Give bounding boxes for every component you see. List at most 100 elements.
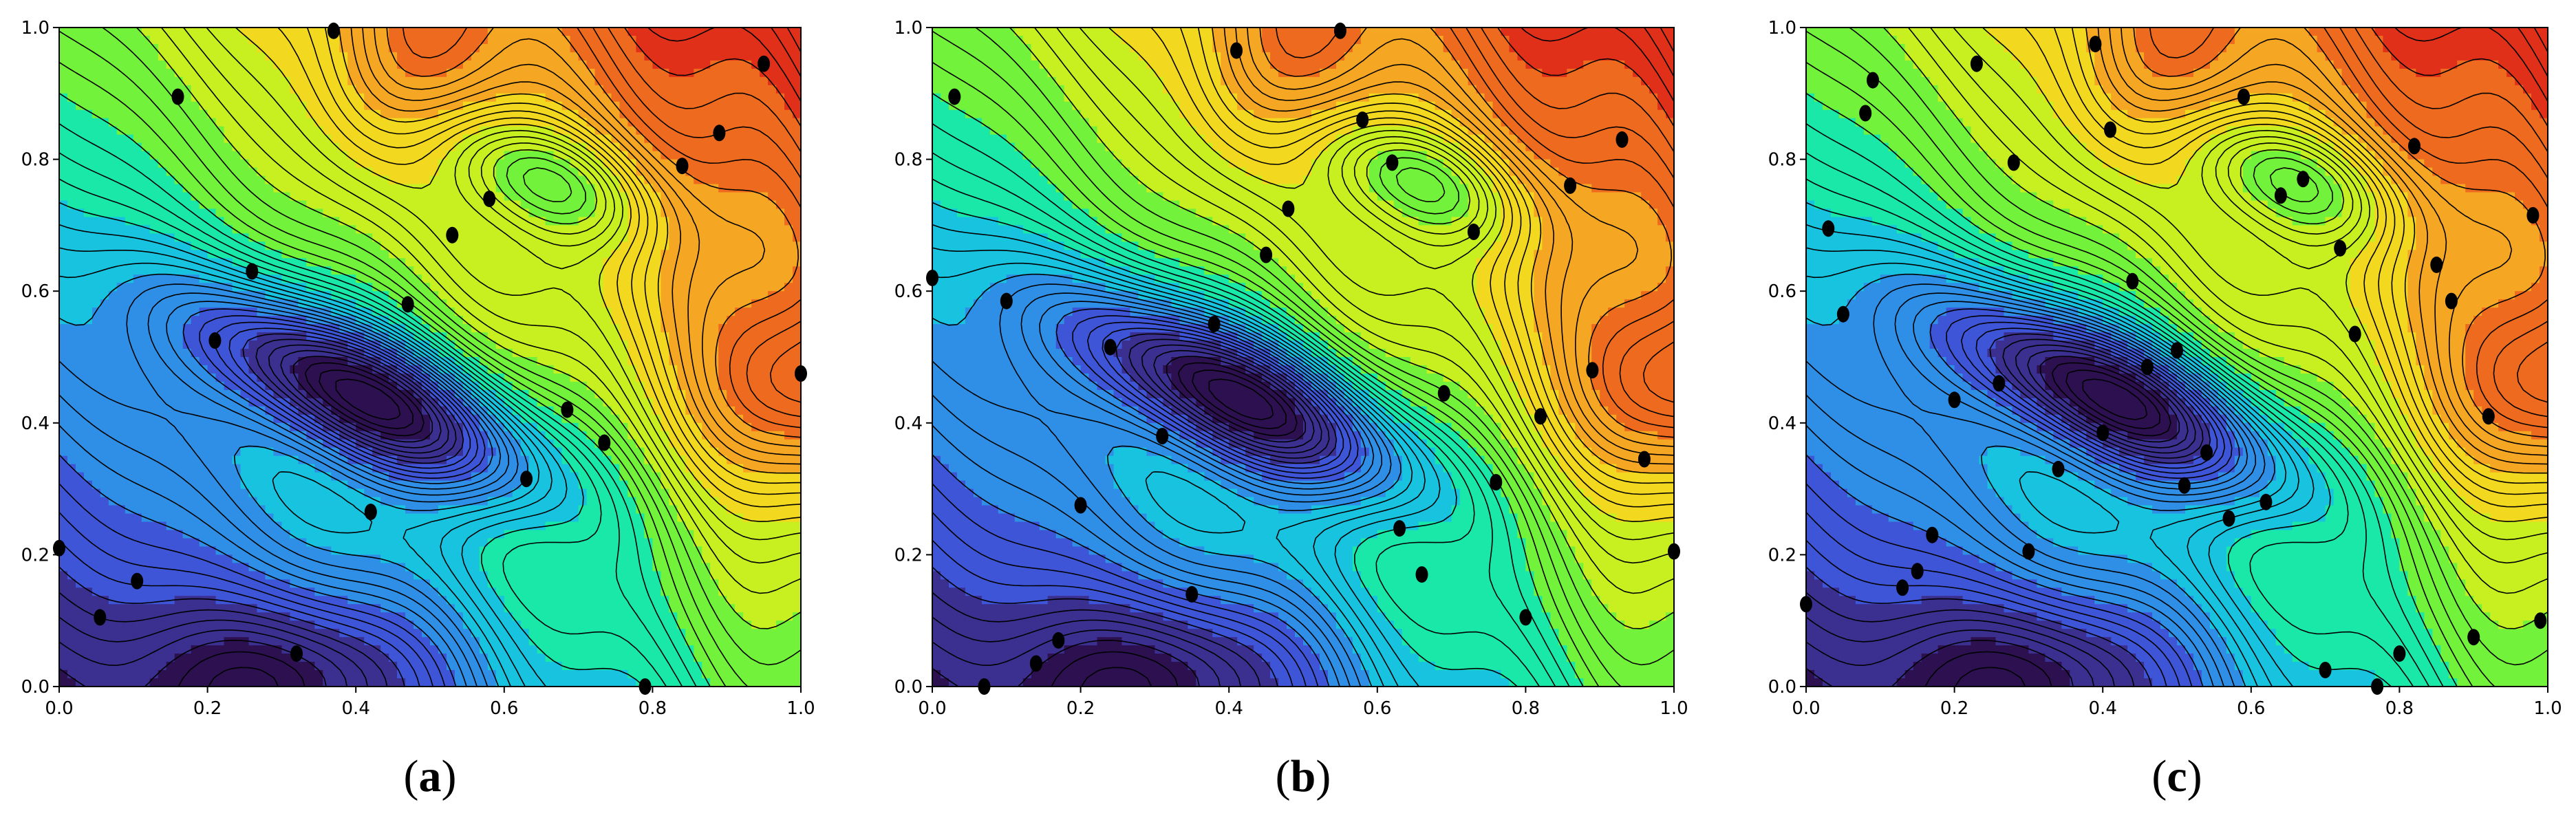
contour-band-cell [760, 373, 769, 382]
contour-band-cell [594, 250, 604, 259]
contour-band-cell [644, 35, 653, 45]
contour-band-cell [768, 118, 777, 127]
contour-band-cell [430, 142, 439, 152]
contour-band-cell [116, 266, 126, 275]
contour-band-cell [125, 241, 134, 250]
contour-band-cell [158, 233, 167, 242]
contour-band-cell [166, 175, 175, 185]
contour-band-cell [793, 142, 801, 152]
contour-band-cell [149, 76, 159, 86]
contour-band-cell [776, 52, 785, 61]
contour-band-cell [191, 217, 200, 226]
contour-band-cell [586, 332, 596, 341]
contour-band-cell [141, 381, 151, 391]
contour-band-cell [537, 28, 546, 36]
contour-band-cell [149, 159, 159, 169]
contour-band-cell [438, 200, 447, 210]
contour-band-cell [67, 291, 76, 300]
contour-band-cell [108, 447, 118, 457]
contour-band-cell [166, 414, 175, 424]
contour-band-cell [306, 192, 315, 202]
contour-band-cell [133, 414, 142, 424]
contour-band-cell [191, 349, 200, 358]
contour-band-cell [619, 159, 629, 169]
contour-band-cell [776, 266, 785, 275]
contour-band-cell [372, 60, 381, 69]
contour-band-cell [232, 159, 242, 169]
contour-band-cell [586, 439, 596, 449]
contour-band-cell [685, 93, 694, 102]
contour-band-cell [273, 241, 282, 250]
contour-band-cell [636, 175, 645, 185]
contour-band-cell [644, 225, 653, 234]
contour-band-cell [405, 225, 414, 234]
contour-band-cell [248, 455, 258, 465]
contour-band-cell [702, 126, 711, 136]
contour-band-cell [768, 85, 777, 94]
contour-band-cell [174, 159, 184, 169]
contour-band-cell [586, 357, 596, 366]
contour-band-cell [290, 151, 299, 160]
contour-band-cell [652, 274, 661, 283]
contour-band-cell [75, 349, 85, 358]
contour-band-cell [570, 283, 579, 292]
contour-band-cell [347, 233, 356, 242]
contour-band-cell [405, 85, 414, 94]
contour-band-cell [504, 341, 513, 349]
contour-band-cell [677, 85, 686, 94]
contour-band-cell [182, 35, 192, 45]
contour-band-cell [298, 134, 307, 144]
contour-band-cell [644, 93, 653, 102]
contour-band-cell [694, 192, 702, 202]
contour-band-cell [594, 225, 604, 234]
contour-band-cell [760, 299, 769, 308]
contour-band-cell [323, 217, 332, 226]
contour-band-cell [479, 52, 489, 61]
contour-band-cell [702, 192, 711, 202]
contour-band-cell [727, 200, 736, 210]
contour-band-cell [603, 43, 612, 53]
contour-band-cell [100, 118, 109, 127]
contour-band-cell [59, 447, 68, 457]
contour-band-cell [784, 225, 793, 234]
contour-band-cell [487, 241, 497, 250]
contour-band-cell [446, 266, 455, 275]
contour-band-cell [751, 85, 760, 94]
contour-band-cell [471, 225, 480, 234]
contour-band-cell [166, 200, 175, 210]
contour-band-cell [116, 422, 126, 432]
contour-band-cell [174, 250, 184, 259]
contour-band-cell [347, 175, 356, 185]
contour-band-cell [331, 76, 340, 86]
contour-band-cell [694, 455, 702, 465]
contour-band-cell [685, 233, 694, 242]
contour-band-cell [743, 439, 752, 449]
contour-band-cell [133, 118, 142, 127]
contour-band-cell [281, 101, 290, 111]
contour-band-cell [487, 43, 497, 53]
contour-band-cell [570, 217, 579, 226]
contour-band-cell [290, 480, 299, 490]
contour-band-cell [512, 233, 522, 242]
contour-band-cell [528, 308, 538, 316]
contour-band-cell [702, 184, 711, 193]
contour-band-cell [240, 455, 250, 465]
contour-band-cell [306, 250, 315, 259]
contour-band-cell [281, 43, 290, 53]
contour-band-cell [108, 274, 118, 283]
contour-band-cell [174, 341, 184, 349]
contour-band-cell [257, 126, 266, 136]
contour-band-cell [125, 52, 134, 61]
contour-band-cell [83, 217, 93, 226]
contour-band-cell [67, 233, 76, 242]
contour-band-cell [215, 200, 225, 210]
contour-band-cell [372, 184, 381, 193]
contour-band-cell [125, 85, 134, 94]
contour-band-cell [100, 291, 109, 300]
contour-band-cell [67, 250, 76, 259]
contour-band-cell [380, 406, 389, 416]
contour-band-cell [652, 28, 661, 36]
contour-band-cell [793, 208, 801, 218]
contour-band-cell [207, 422, 217, 432]
contour-band-cell [479, 217, 489, 226]
